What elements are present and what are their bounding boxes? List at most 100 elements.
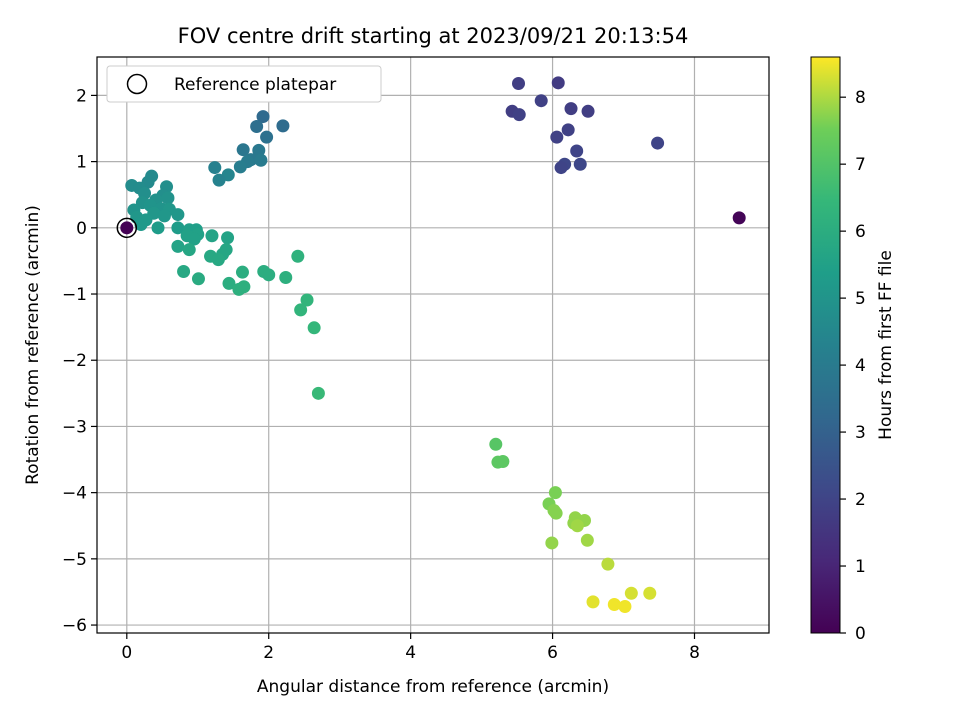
data-point [171, 221, 185, 235]
y-tick-label: −1 [62, 285, 87, 305]
legend-label: Reference platepar [174, 75, 336, 95]
y-tick-label: −3 [62, 417, 87, 437]
colorbar-tick-label: 5 [855, 289, 866, 309]
x-axis-ticks: 0 2 4 6 8 [121, 633, 700, 663]
data-point [548, 486, 562, 500]
y-tick-label: 0 [76, 219, 87, 239]
data-point [120, 221, 134, 235]
data-point [191, 272, 205, 286]
data-point [570, 144, 584, 158]
data-point [586, 595, 600, 609]
data-point [607, 598, 621, 612]
y-tick-label: −2 [62, 351, 87, 371]
data-point [235, 265, 249, 279]
data-point [300, 293, 314, 307]
colorbar-tick-label: 0 [855, 624, 866, 644]
x-tick-label: 6 [547, 643, 558, 663]
colorbar-tick-label: 1 [855, 557, 866, 577]
y-axis-ticks: 2 1 0 −1 −2 −3 −4 −5 −6 [62, 86, 97, 636]
data-point [581, 104, 595, 118]
y-tick-label: −4 [62, 484, 87, 504]
data-point [254, 153, 268, 167]
data-point [279, 270, 293, 284]
colorbar [810, 56, 841, 634]
data-point [208, 161, 222, 175]
plot-frame [96, 56, 770, 634]
data-point [570, 519, 584, 533]
data-point [561, 123, 575, 137]
data-point [236, 143, 250, 157]
data-point [211, 253, 225, 267]
y-tick-label: −5 [62, 550, 87, 570]
colorbar-tick-label: 8 [855, 88, 866, 108]
x-tick-label: 2 [263, 643, 274, 663]
data-point [294, 303, 308, 317]
data-point [222, 276, 236, 290]
data-point [187, 232, 201, 246]
colorbar-tick-label: 7 [855, 155, 866, 175]
x-tick-label: 0 [121, 643, 132, 663]
y-tick-label: 2 [76, 86, 87, 106]
data-point [260, 130, 274, 144]
data-point [573, 157, 587, 171]
data-point [205, 229, 219, 243]
legend: Reference platepar [106, 65, 382, 103]
data-point [643, 586, 657, 600]
data-point [157, 209, 171, 223]
colorbar-label: Hours from first FF file [876, 250, 896, 440]
data-point [549, 506, 563, 520]
legend-box [106, 65, 382, 103]
data-point [512, 76, 526, 90]
data-point [496, 455, 510, 469]
y-tick-label: 1 [76, 153, 87, 173]
chart-title: FOV centre drift starting at 2023/09/21 … [178, 24, 689, 48]
colorbar-tick-label: 2 [855, 490, 866, 510]
data-point [489, 437, 503, 451]
data-point [311, 386, 325, 400]
colorbar-tick-label: 6 [855, 222, 866, 242]
data-point [291, 249, 305, 263]
data-point [212, 173, 226, 187]
data-point [262, 268, 276, 282]
data-point [221, 231, 235, 245]
data-point [512, 108, 526, 122]
data-point [307, 321, 321, 335]
data-point [171, 239, 185, 253]
data-point [151, 221, 165, 235]
reference-marker [116, 217, 138, 239]
data-point [624, 586, 638, 600]
x-axis-label: Angular distance from reference (arcmin) [257, 677, 609, 697]
data-point [177, 265, 191, 279]
x-tick-label: 4 [405, 643, 416, 663]
colorbar-ticks: 0 1 2 3 4 5 6 7 8 [840, 88, 866, 644]
data-point [276, 119, 290, 133]
y-tick-label: −6 [62, 616, 87, 636]
legend-open-circle-marker [126, 73, 148, 95]
y-axis-label: Rotation from reference (arcmin) [23, 205, 43, 485]
data-point [564, 102, 578, 116]
data-point [551, 76, 565, 90]
x-tick-label: 8 [689, 643, 700, 663]
colorbar-tick-label: 3 [855, 423, 866, 443]
data-point [252, 143, 266, 157]
data-point [618, 600, 632, 614]
data-point [134, 218, 148, 232]
data-point [534, 94, 548, 108]
data-point [161, 191, 175, 205]
data-point [256, 110, 270, 124]
data-point [550, 130, 564, 144]
data-point [554, 161, 568, 175]
data-point [601, 557, 615, 571]
data-point [250, 120, 264, 134]
data-point [545, 536, 559, 550]
reference-platepar-marker [116, 217, 138, 239]
data-point [232, 282, 246, 296]
data-point [651, 136, 665, 150]
data-point [580, 533, 594, 547]
data-point [732, 211, 746, 225]
data-point [182, 243, 196, 257]
colorbar-tick-label: 4 [855, 356, 866, 376]
data-point [171, 208, 185, 222]
data-points [120, 76, 746, 614]
